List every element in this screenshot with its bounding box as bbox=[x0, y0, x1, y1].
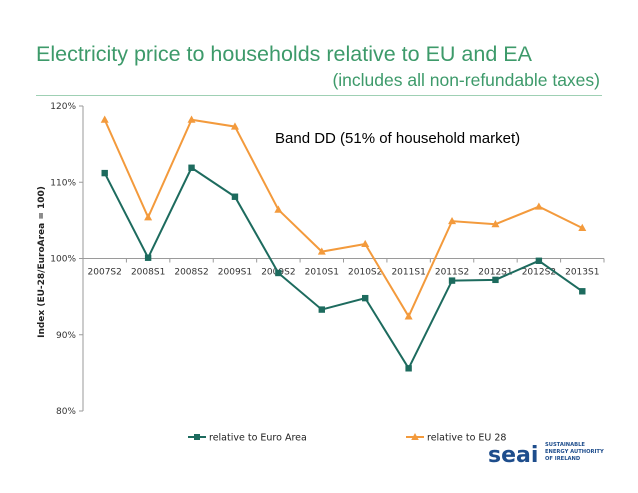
data-point bbox=[100, 115, 109, 123]
data-point bbox=[534, 202, 543, 210]
legend-label: relative to EU 28 bbox=[427, 433, 506, 444]
data-point bbox=[405, 365, 412, 372]
x-tick-label: 2009S1 bbox=[218, 268, 252, 278]
legend-marker bbox=[194, 434, 200, 440]
seai-logo-line-2: ENERGY AUTHORITY bbox=[545, 449, 604, 455]
seai-logo-line-3: OF IRELAND bbox=[545, 456, 581, 462]
data-point bbox=[404, 312, 413, 320]
data-point bbox=[579, 288, 586, 295]
x-tick-labels: 2007S22008S12008S22009S12009S22010S12010… bbox=[88, 268, 600, 278]
data-point bbox=[101, 169, 108, 177]
data-point bbox=[231, 193, 239, 200]
x-tick-label: 2008S1 bbox=[131, 268, 165, 278]
data-point bbox=[362, 294, 369, 302]
data-point bbox=[275, 269, 282, 277]
slide-subtitle: (includes all non-refundable taxes) bbox=[332, 70, 600, 90]
y-tick-label: 80% bbox=[56, 407, 76, 417]
y-tick-label: 120% bbox=[50, 102, 76, 112]
legend-marker bbox=[411, 433, 419, 440]
x-tick-label: 2007S2 bbox=[88, 268, 122, 278]
data-point bbox=[361, 239, 370, 248]
slide-title: Electricity price to households relative… bbox=[36, 42, 532, 66]
y-tick-label: 100% bbox=[50, 255, 76, 265]
y-tick-label: 90% bbox=[56, 331, 76, 341]
data-point bbox=[491, 219, 500, 228]
x-tick-label: 2008S2 bbox=[174, 268, 208, 278]
data-point bbox=[144, 254, 152, 261]
band-annotation: Band DD (51% of household market) bbox=[275, 130, 520, 147]
x-tick-label: 2012S2 bbox=[522, 268, 556, 278]
seai-logo: seai SUSTAINABLE ENERGY AUTHORITY OF IRE… bbox=[488, 442, 604, 468]
data-point bbox=[318, 306, 325, 313]
series-line-euro-area bbox=[103, 166, 583, 371]
data-point bbox=[448, 277, 456, 284]
data-point bbox=[188, 164, 195, 171]
y-tick-label: 110% bbox=[50, 178, 76, 188]
y-axis-label: Index (EU-28/EuroArea = 100) bbox=[37, 186, 47, 338]
x-tick-label: 2013S1 bbox=[565, 268, 599, 278]
x-tick-label: 2010S2 bbox=[348, 268, 382, 278]
y-tick-labels: 120% 110% 100% 90% 80% bbox=[50, 102, 76, 417]
data-point bbox=[448, 216, 457, 225]
data-point bbox=[274, 205, 283, 213]
x-tick-label: 2011S2 bbox=[435, 268, 469, 278]
data-point bbox=[492, 276, 499, 284]
legend: relative to Euro Area relative to EU 28 bbox=[188, 433, 506, 444]
seai-logo-word: seai bbox=[488, 443, 538, 468]
x-tick-label: 2010S1 bbox=[305, 268, 339, 278]
data-point bbox=[535, 257, 543, 264]
legend-label: relative to Euro Area bbox=[209, 433, 307, 444]
series-layer bbox=[100, 115, 587, 372]
seai-logo-line-1: SUSTAINABLE bbox=[545, 442, 585, 448]
title-divider bbox=[36, 95, 602, 96]
data-point bbox=[317, 247, 326, 255]
series-line-eu28 bbox=[103, 118, 583, 319]
data-point bbox=[230, 122, 239, 130]
data-point bbox=[144, 213, 153, 221]
chart-axes bbox=[79, 105, 605, 412]
data-point bbox=[578, 223, 587, 231]
data-point bbox=[187, 115, 196, 123]
x-tick-label: 2011S1 bbox=[391, 268, 425, 278]
x-tick-label: 2012S1 bbox=[478, 268, 512, 278]
